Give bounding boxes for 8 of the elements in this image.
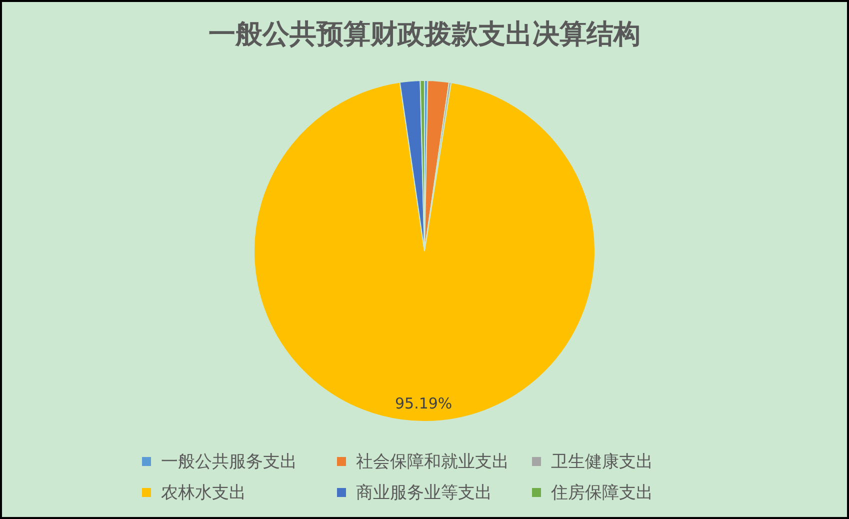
legend-label: 社会保障和就业支出: [356, 451, 509, 473]
legend-label: 住房保障支出: [551, 482, 653, 504]
data-label: 95.19%: [394, 394, 452, 412]
legend-label: 商业服务业等支出: [356, 482, 492, 504]
chart-title: 一般公共预算财政拨款支出决算结构: [208, 18, 642, 51]
legend-label: 农林水支出: [161, 482, 246, 504]
legend-label: 卫生健康支出: [551, 451, 653, 473]
legend-label: 一般公共服务支出: [161, 451, 297, 473]
